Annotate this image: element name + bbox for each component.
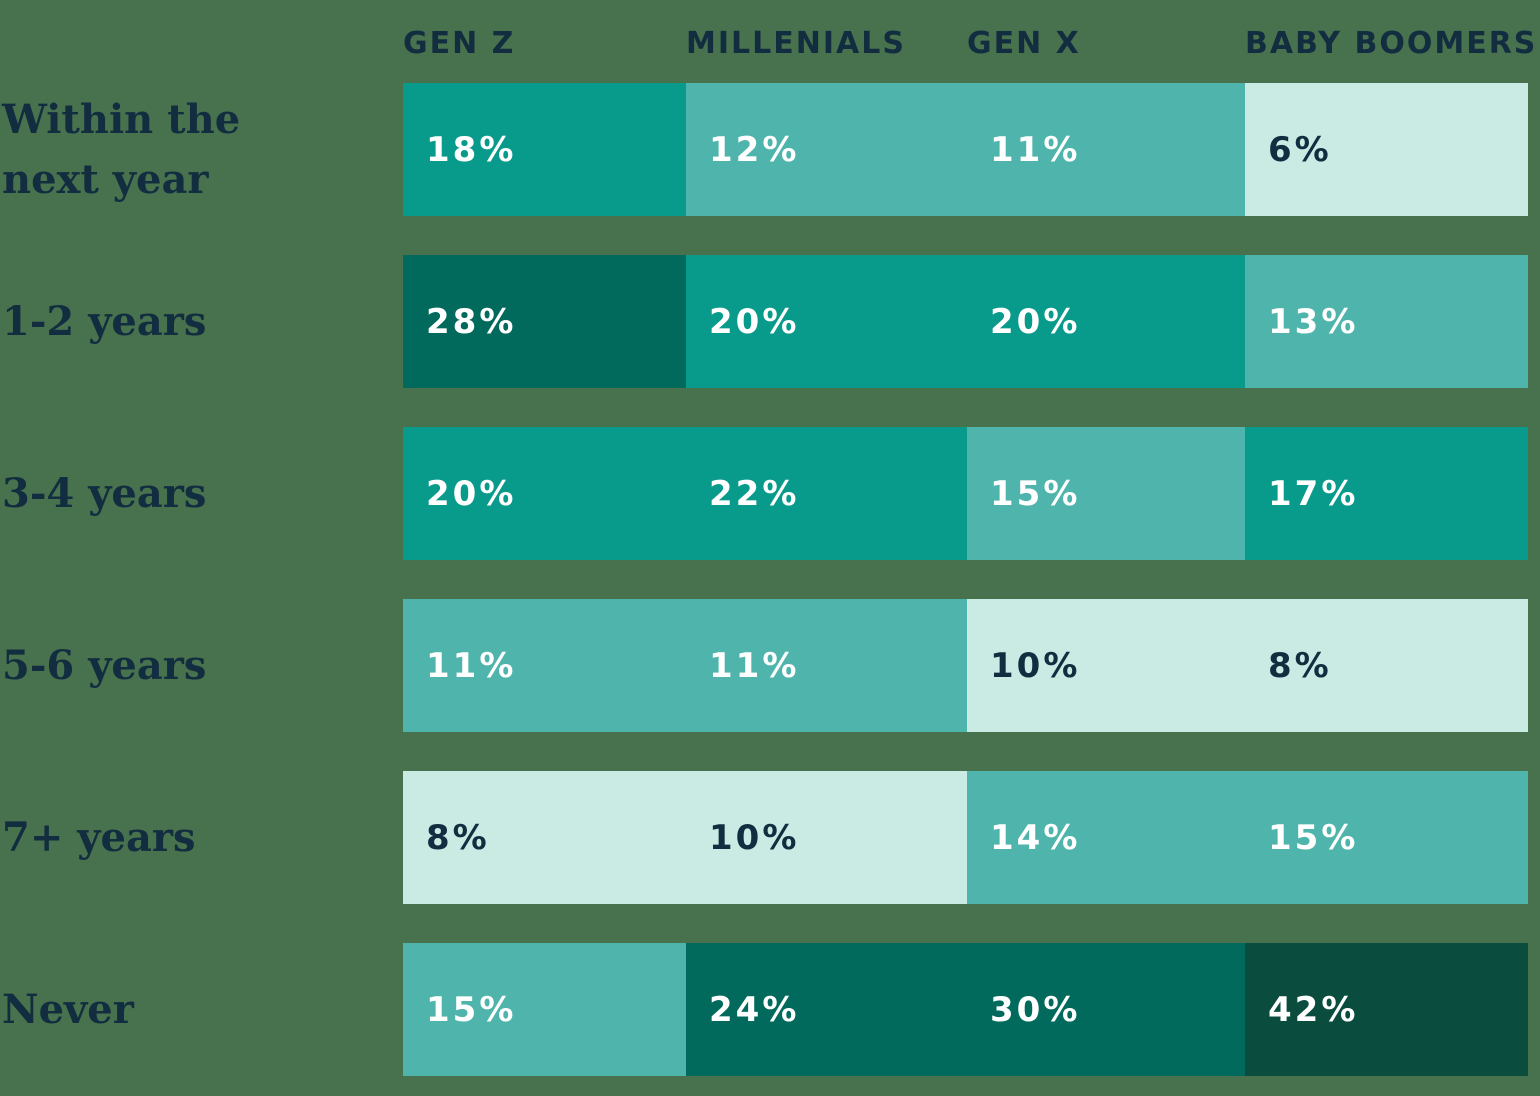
percent-cell: 30% bbox=[967, 943, 1245, 1076]
percent-cell: 13% bbox=[1245, 255, 1528, 388]
percent-cell: 20% bbox=[403, 427, 686, 560]
table-row: Within the next year 18% 12% 11% 6% bbox=[0, 83, 1540, 216]
table-row: 1-2 years 28% 20% 20% 13% bbox=[0, 255, 1540, 388]
percent-cell: 10% bbox=[967, 599, 1245, 732]
table-row: 3-4 years 20% 22% 15% 17% bbox=[0, 427, 1540, 560]
percent-cell: 15% bbox=[1245, 771, 1528, 904]
percent-cell: 8% bbox=[1245, 599, 1528, 732]
column-header-gen-z: GEN Z bbox=[403, 26, 516, 61]
percent-cell: 14% bbox=[967, 771, 1245, 904]
percent-cell: 24% bbox=[686, 943, 967, 1076]
percent-cell: 11% bbox=[686, 599, 967, 732]
percent-cell: 28% bbox=[403, 255, 686, 388]
percent-cell: 8% bbox=[403, 771, 686, 904]
column-header-millenials: MILLENIALS bbox=[686, 26, 906, 61]
percent-cell: 20% bbox=[686, 255, 967, 388]
table-row: 5-6 years 11% 11% 10% 8% bbox=[0, 599, 1540, 732]
row-label-never: Never bbox=[2, 985, 134, 1033]
row-label-7-plus-years: 7+ years bbox=[2, 813, 196, 861]
percent-cell: 15% bbox=[967, 427, 1245, 560]
column-header-baby-boomers: BABY BOOMERS bbox=[1245, 26, 1538, 61]
percent-cell: 42% bbox=[1245, 943, 1528, 1076]
percent-cell: 18% bbox=[403, 83, 686, 216]
percent-cell: 10% bbox=[686, 771, 967, 904]
column-header-gen-x: GEN X bbox=[967, 26, 1081, 61]
percent-cell: 15% bbox=[403, 943, 686, 1076]
percent-cell: 17% bbox=[1245, 427, 1528, 560]
row-label-within-next-year: Within the next year bbox=[2, 95, 241, 203]
percent-cell: 12% bbox=[686, 83, 967, 216]
percent-cell: 6% bbox=[1245, 83, 1528, 216]
percent-cell: 22% bbox=[686, 427, 967, 560]
table-row: Never 15% 24% 30% 42% bbox=[0, 943, 1540, 1076]
row-label-1-2-years: 1-2 years bbox=[2, 297, 207, 345]
percent-cell: 11% bbox=[403, 599, 686, 732]
row-label-3-4-years: 3-4 years bbox=[2, 469, 207, 517]
row-label-5-6-years: 5-6 years bbox=[2, 641, 207, 689]
table-row: 7+ years 8% 10% 14% 15% bbox=[0, 771, 1540, 904]
percent-cell: 20% bbox=[967, 255, 1245, 388]
percent-cell: 11% bbox=[967, 83, 1245, 216]
